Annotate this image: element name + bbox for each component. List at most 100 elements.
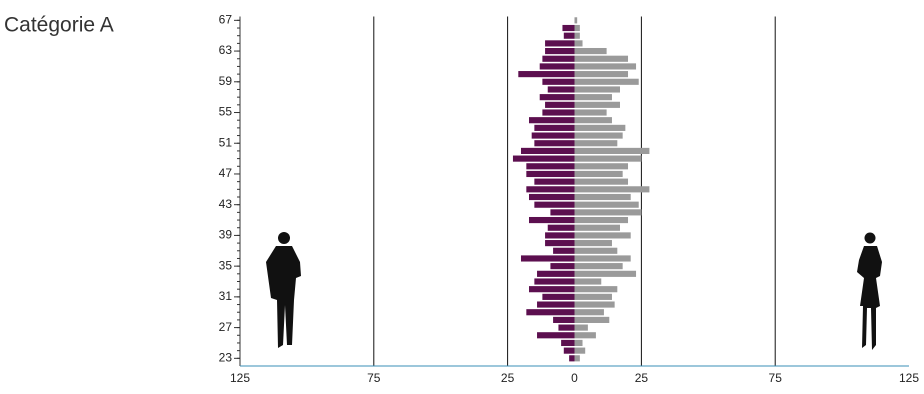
bar [553, 247, 575, 254]
bar [520, 255, 575, 262]
bar [561, 339, 575, 347]
bar [562, 24, 575, 32]
bar [545, 232, 575, 239]
bar [574, 155, 642, 162]
bar [537, 301, 575, 308]
y-tick-label: 47 [219, 166, 233, 180]
x-tick-label: 75 [769, 371, 783, 385]
bar [574, 293, 612, 300]
bar [574, 140, 618, 147]
bar [574, 216, 629, 224]
bar [574, 309, 604, 316]
bar [550, 263, 575, 270]
bar [539, 63, 575, 70]
bar [574, 170, 623, 178]
bar [574, 247, 618, 254]
bar [534, 124, 575, 131]
bar [574, 40, 583, 47]
bar [518, 71, 575, 78]
bar [574, 301, 615, 308]
bar [574, 316, 610, 323]
bar [574, 71, 629, 78]
bar [574, 186, 650, 193]
bar [542, 293, 575, 300]
bar [569, 355, 575, 362]
bar [574, 270, 637, 277]
chart-title: Catégorie A [4, 14, 114, 37]
x-tick-label: 125 [899, 371, 919, 385]
bar [526, 309, 575, 316]
bar [545, 101, 575, 108]
y-tick-label: 35 [219, 258, 233, 272]
bar [574, 355, 580, 362]
bar [537, 270, 575, 277]
bar [574, 86, 620, 93]
bar [574, 339, 583, 347]
bar [542, 55, 575, 62]
bar [574, 347, 586, 354]
bar [574, 63, 637, 70]
bar [574, 24, 580, 32]
bar [574, 324, 588, 331]
bar [574, 132, 623, 139]
y-tick-label: 51 [219, 135, 233, 149]
bar [529, 216, 575, 224]
bar [574, 47, 607, 55]
bar [545, 240, 575, 247]
bar [542, 109, 575, 116]
bar [574, 209, 642, 216]
bar [534, 278, 575, 285]
bar [520, 147, 575, 154]
bar [574, 117, 612, 124]
bar [512, 155, 575, 162]
y-tick-label: 67 [219, 13, 233, 27]
bar [526, 186, 575, 193]
bar [574, 201, 639, 208]
bar [574, 124, 626, 131]
bar [526, 163, 575, 170]
x-tick-label: 125 [230, 371, 250, 385]
bar [563, 347, 575, 354]
bar [574, 109, 607, 116]
bar [558, 324, 575, 331]
bar [574, 163, 629, 170]
x-tick-label: 25 [501, 371, 515, 385]
x-tick-label: 75 [367, 371, 381, 385]
bar [574, 147, 650, 154]
bar [574, 94, 612, 101]
bar [531, 132, 575, 139]
bar [534, 201, 575, 208]
bar [574, 286, 618, 293]
bar [574, 255, 631, 262]
y-tick-label: 43 [219, 197, 233, 211]
x-tick-label: 0 [571, 371, 578, 385]
y-tick-label: 23 [219, 350, 233, 364]
bar [529, 286, 575, 293]
bar [574, 55, 629, 62]
bar [574, 32, 580, 39]
y-tick-label: 27 [219, 320, 233, 334]
y-tick-label: 39 [219, 228, 233, 242]
bar [574, 193, 631, 201]
y-tick-label: 31 [219, 289, 233, 303]
y-tick-label: 55 [219, 105, 233, 119]
bar [563, 32, 575, 39]
bar [542, 78, 575, 85]
bar [550, 209, 575, 216]
bar [537, 332, 575, 339]
bar [574, 263, 623, 270]
bar [574, 78, 639, 85]
bar [529, 193, 575, 201]
bar [574, 332, 596, 339]
bar [574, 240, 612, 247]
bar [547, 224, 575, 231]
bar [545, 47, 575, 55]
bar [574, 232, 631, 239]
man-silhouette [266, 232, 301, 348]
bar [529, 117, 575, 124]
woman-silhouette [857, 232, 882, 350]
bar [534, 178, 575, 185]
bar [526, 170, 575, 178]
y-tick-label: 59 [219, 74, 233, 88]
